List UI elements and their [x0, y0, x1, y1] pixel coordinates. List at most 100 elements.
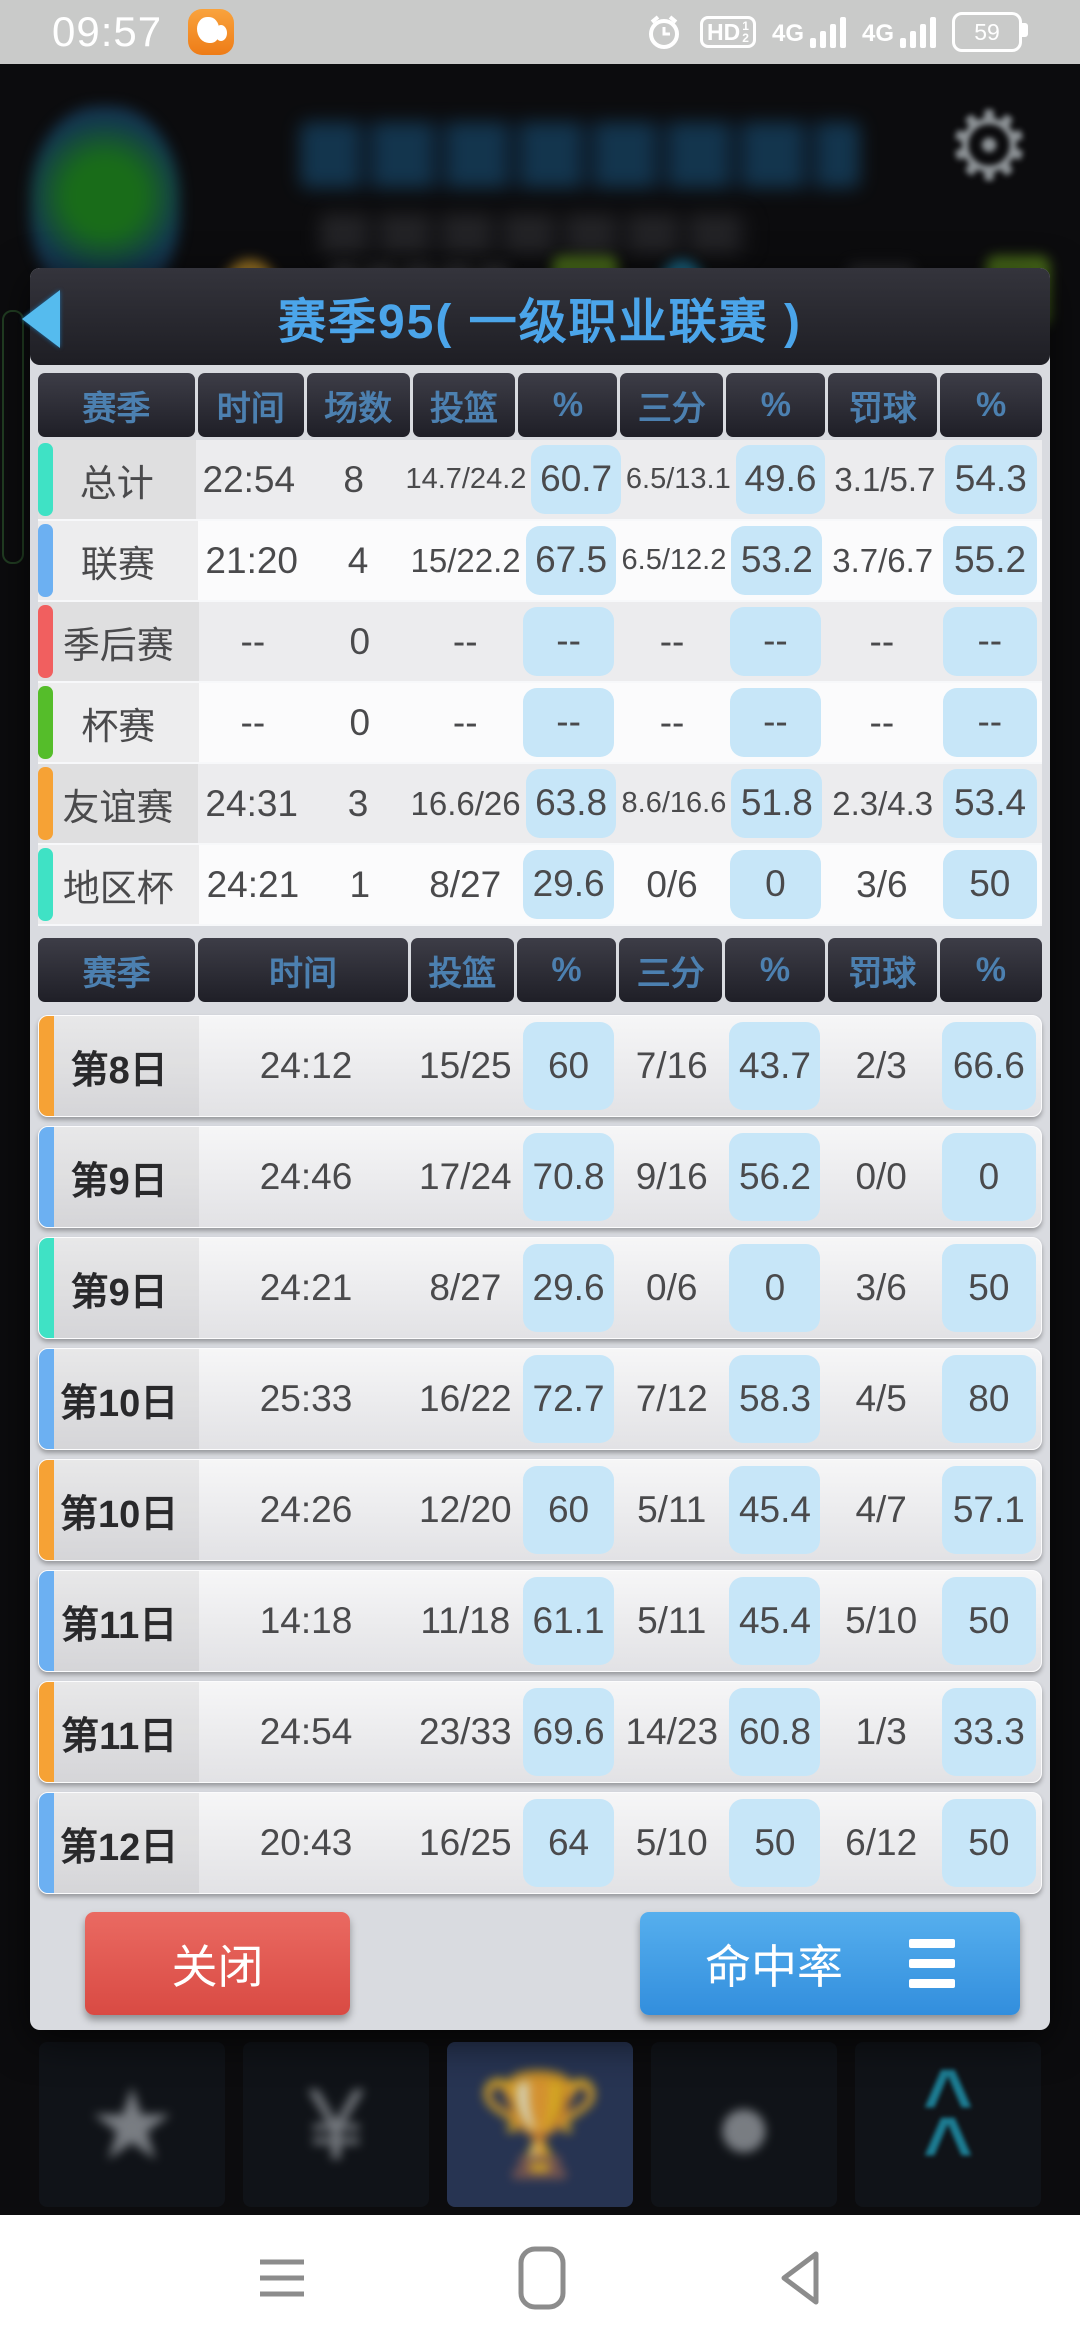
column-header: 赛季 [38, 373, 195, 437]
dialog-title: 赛季95( 一级职业联赛 ) [277, 295, 803, 349]
percent-highlight: 63.8 [525, 768, 617, 839]
row-accent-bar [39, 1571, 54, 1671]
percent-highlight: 57.1 [941, 1466, 1036, 1554]
stat-cell: 20:43 [259, 1822, 353, 1863]
row-label: 第8日 [39, 1016, 200, 1116]
stat-cell: 25:33 [259, 1378, 353, 1419]
stat-cell: 24:31 [205, 782, 299, 824]
stat-cell: -- [452, 701, 478, 743]
stat-cell: 5/11 [637, 1489, 707, 1530]
stat-cell: 17/24 [419, 1156, 512, 1197]
column-header: 三分 [619, 938, 723, 1002]
home-button[interactable] [518, 2246, 566, 2310]
percent-highlight: 53.2 [731, 525, 823, 596]
row-label: 友谊赛 [38, 764, 198, 843]
percent-highlight: 58.3 [729, 1355, 821, 1443]
row-label: 第12日 [39, 1793, 200, 1893]
stat-cell: 50 [724, 1793, 825, 1893]
trophy-icon: 🏆 [477, 2068, 603, 2181]
column-header: % [726, 373, 826, 437]
percent-highlight: 64 [523, 1799, 615, 1887]
percent-highlight: 0 [941, 1133, 1036, 1221]
menu-tile-ball[interactable]: ● [651, 2042, 837, 2207]
percent-highlight: 45.4 [729, 1466, 821, 1554]
column-header: 罚球 [828, 373, 938, 437]
stat-cell: 33.3 [937, 1682, 1041, 1782]
row-label: 杯赛 [38, 683, 199, 762]
stat-cell: -- [240, 620, 266, 662]
percent-highlight: 60 [523, 1466, 615, 1554]
close-button[interactable]: 关闭 [85, 1912, 350, 2015]
stat-cell: 24:26 [259, 1489, 353, 1530]
menu-tile-finance[interactable]: ¥ [243, 2042, 429, 2207]
status-bar: 09:57 HD 1 2 4G 4G [0, 0, 1080, 64]
recents-menu-button[interactable] [258, 2254, 306, 2302]
stat-cell: 0/0 [855, 1156, 907, 1197]
daily-table-body[interactable]: 第8日 24:12 15/25 60 7/16 43.7 2/3 66.6 第9日 24:46 17… [38, 1015, 1042, 1894]
stat-cell: 16.6/26 [410, 784, 521, 822]
row-accent-bar [38, 524, 53, 597]
stat-cell: -- [869, 620, 895, 662]
stat-cell: 24:46 [259, 1156, 353, 1197]
back-arrow-icon[interactable] [22, 290, 60, 348]
row-label: 第9日 [39, 1127, 200, 1227]
stat-cell: 6.5/12.2 [621, 544, 727, 576]
stat-cell: 29.6 [518, 845, 619, 924]
row-accent-bar [39, 1349, 54, 1449]
table-row: 第11日 24:54 23/33 69.6 14/23 60.8 1/3 33.3 [38, 1681, 1042, 1783]
percent-highlight: 67.5 [525, 525, 617, 596]
stat-cell: 7/16 [635, 1045, 708, 1086]
stat-cell: 60.7 [526, 440, 626, 519]
column-header: 三分 [620, 373, 724, 437]
column-header: % [940, 373, 1043, 437]
stat-cell: 8/27 [429, 1267, 502, 1308]
stat-cell: -- [938, 602, 1042, 681]
hit-rate-button[interactable]: 命中率 [640, 1912, 1020, 2015]
settings-gear-icon[interactable]: ⚙ [945, 93, 1032, 200]
percent-highlight: 60 [523, 1022, 615, 1110]
row-accent-bar [39, 1016, 54, 1116]
stat-cell: -- [938, 683, 1042, 762]
stat-cell: 50 [937, 1571, 1041, 1671]
percent-highlight: 66.6 [941, 1022, 1036, 1110]
stat-cell: 16/25 [419, 1822, 512, 1863]
table-row: 第9日 24:21 8/27 29.6 0/6 0 3/6 50 [38, 1237, 1042, 1339]
percent-highlight: 50 [941, 1577, 1036, 1665]
stat-cell: 16/22 [419, 1378, 512, 1419]
stat-cell: 3 [347, 782, 369, 824]
table-row: 联赛 21:20 4 15/22.2 67.5 6.5/12.2 53.2 3.7/6.7 55… [38, 521, 1042, 602]
row-label: 第10日 [39, 1460, 200, 1560]
percent-highlight: -- [942, 687, 1037, 758]
percent-highlight: 72.7 [523, 1355, 615, 1443]
hit-rate-button-label: 命中率 [705, 1940, 843, 1993]
column-header: 场数 [306, 373, 410, 437]
team-name-blurred [300, 122, 860, 188]
row-accent-bar [39, 1682, 54, 1782]
stat-cell: 8 [343, 458, 364, 500]
menu-tile-upgrade[interactable]: ^ ^ [855, 2042, 1041, 2207]
android-nav-bar [0, 2215, 1080, 2340]
stat-cell: 12/20 [419, 1489, 512, 1530]
percent-highlight: 49.6 [735, 444, 826, 515]
stat-cell: 50 [938, 845, 1042, 924]
stat-cell: 29.6 [518, 1238, 619, 1338]
stat-cell: 15/22.2 [410, 541, 521, 579]
back-button[interactable] [778, 2250, 822, 2306]
menu-tile-trophy[interactable]: 🏆 [447, 2042, 633, 2207]
hd-sub: 2 [742, 31, 749, 45]
row-accent-bar [38, 605, 53, 678]
stat-cell: 8/27 [429, 863, 502, 905]
stat-cell: 0/6 [646, 1267, 698, 1308]
stat-cell: 54.3 [940, 440, 1042, 519]
signal-icon-sim2: 4G [862, 16, 936, 48]
stat-cell: 57.1 [937, 1460, 1041, 1560]
menu-tile-star[interactable]: ★ [39, 2042, 225, 2207]
squirrel-app-icon [188, 9, 235, 55]
table-row: 第8日 24:12 15/25 60 7/16 43.7 2/3 66.6 [38, 1015, 1042, 1117]
stat-cell: 2.3/4.3 [832, 784, 934, 822]
stat-cell: 11/18 [420, 1600, 511, 1641]
stat-cell: 58.3 [724, 1349, 825, 1449]
percent-highlight: 33.3 [941, 1688, 1036, 1776]
column-header: 投篮 [410, 938, 514, 1002]
